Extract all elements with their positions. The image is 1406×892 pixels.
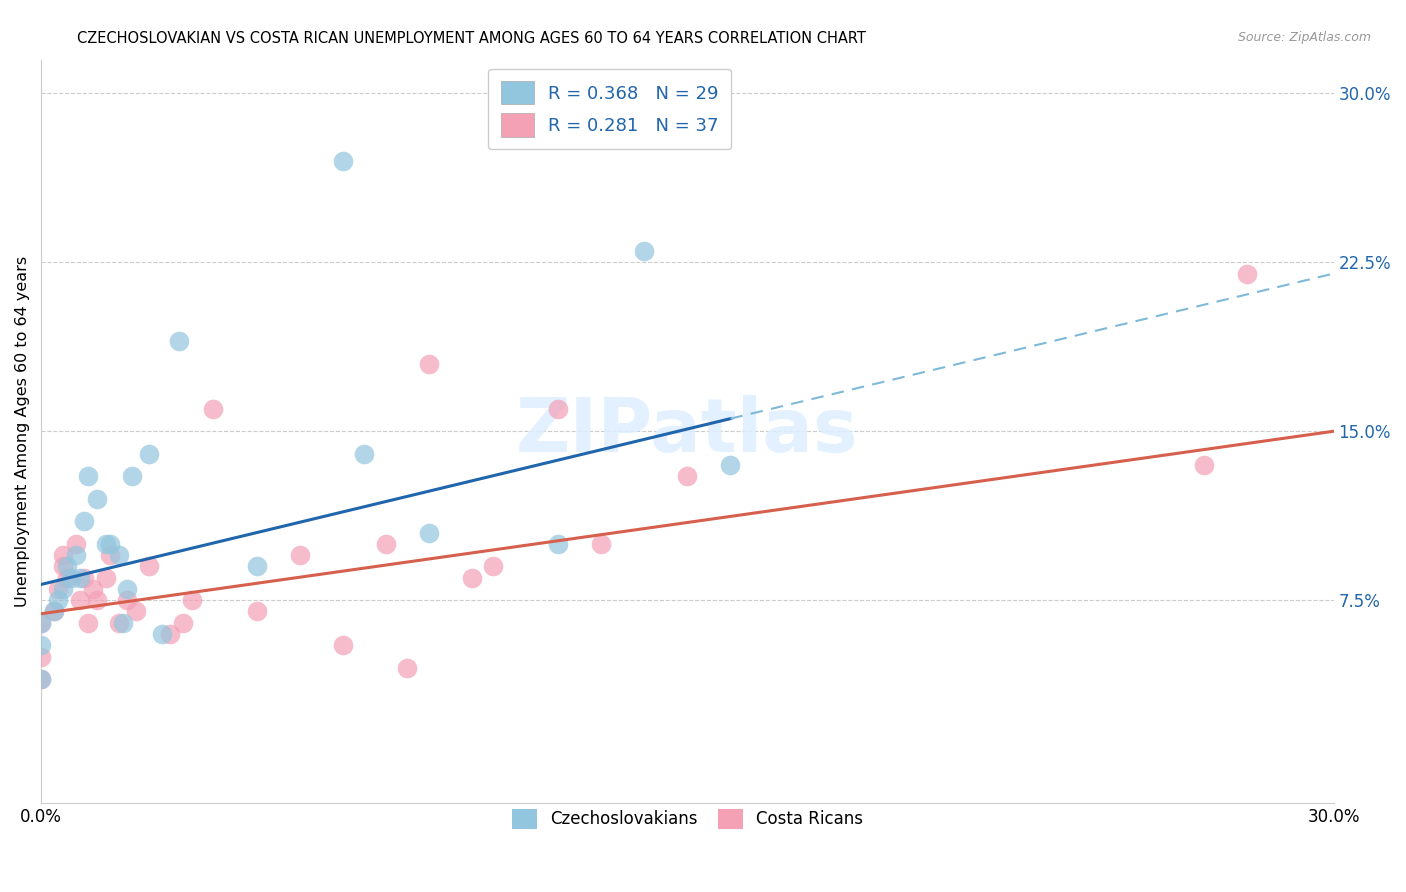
Point: [396, 661, 419, 675]
Point: [172, 615, 194, 630]
Point: [121, 469, 143, 483]
Point: [107, 615, 129, 630]
Point: [288, 548, 311, 562]
Point: [547, 537, 569, 551]
Point: [56, 559, 79, 574]
Point: [150, 627, 173, 641]
Point: [418, 357, 440, 371]
Point: [332, 153, 354, 168]
Point: [633, 244, 655, 258]
Point: [46, 593, 69, 607]
Y-axis label: Unemployment Among Ages 60 to 64 years: Unemployment Among Ages 60 to 64 years: [15, 256, 30, 607]
Point: [94, 537, 117, 551]
Point: [111, 615, 134, 630]
Point: [77, 615, 100, 630]
Point: [353, 447, 375, 461]
Point: [167, 334, 190, 348]
Point: [60, 571, 83, 585]
Point: [482, 559, 505, 574]
Point: [65, 537, 87, 551]
Point: [42, 605, 65, 619]
Text: Source: ZipAtlas.com: Source: ZipAtlas.com: [1237, 31, 1371, 45]
Point: [30, 638, 52, 652]
Point: [65, 548, 87, 562]
Point: [94, 571, 117, 585]
Point: [30, 672, 52, 686]
Legend: Czechoslovakians, Costa Ricans: Czechoslovakians, Costa Ricans: [505, 802, 869, 836]
Point: [86, 593, 108, 607]
Point: [138, 447, 160, 461]
Point: [98, 548, 121, 562]
Point: [82, 582, 104, 596]
Point: [52, 548, 75, 562]
Point: [46, 582, 69, 596]
Point: [591, 537, 613, 551]
Point: [418, 525, 440, 540]
Point: [98, 537, 121, 551]
Point: [547, 401, 569, 416]
Point: [117, 593, 139, 607]
Point: [1194, 458, 1216, 472]
Point: [30, 615, 52, 630]
Point: [374, 537, 396, 551]
Point: [180, 593, 202, 607]
Point: [69, 571, 91, 585]
Point: [159, 627, 181, 641]
Point: [52, 559, 75, 574]
Point: [138, 559, 160, 574]
Point: [117, 582, 139, 596]
Point: [42, 605, 65, 619]
Point: [202, 401, 225, 416]
Point: [245, 605, 267, 619]
Text: CZECHOSLOVAKIAN VS COSTA RICAN UNEMPLOYMENT AMONG AGES 60 TO 64 YEARS CORRELATIO: CZECHOSLOVAKIAN VS COSTA RICAN UNEMPLOYM…: [77, 31, 866, 46]
Point: [676, 469, 699, 483]
Point: [1236, 267, 1258, 281]
Point: [77, 469, 100, 483]
Text: ZIPatlas: ZIPatlas: [516, 395, 859, 467]
Point: [73, 571, 96, 585]
Point: [86, 491, 108, 506]
Point: [107, 548, 129, 562]
Point: [73, 515, 96, 529]
Point: [125, 605, 148, 619]
Point: [69, 593, 91, 607]
Point: [245, 559, 267, 574]
Point: [56, 571, 79, 585]
Point: [718, 458, 741, 472]
Point: [332, 638, 354, 652]
Point: [52, 582, 75, 596]
Point: [30, 649, 52, 664]
Point: [30, 672, 52, 686]
Point: [30, 615, 52, 630]
Point: [461, 571, 484, 585]
